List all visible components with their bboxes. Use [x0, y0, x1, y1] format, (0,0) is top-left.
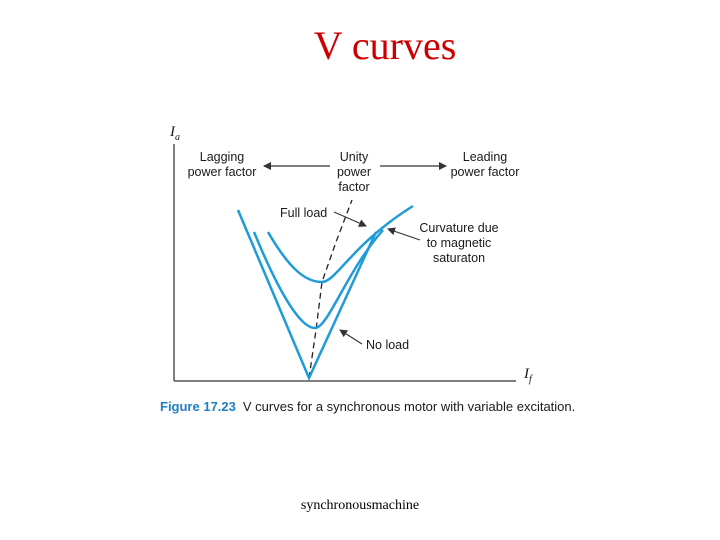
full-load-label: Full load	[280, 206, 327, 220]
caption-number: Figure 17.23	[160, 399, 236, 414]
curvature-label-line2: to magnetic	[427, 236, 492, 250]
unity-label-line2: power	[337, 165, 371, 179]
curvature-label-line3: saturaton	[433, 251, 485, 265]
curvature-pointer	[387, 227, 421, 241]
v-curve-full-load	[266, 204, 414, 284]
x-axis-label: If	[523, 366, 533, 385]
caption-text: V curves for a synchronous motor with va…	[243, 399, 575, 414]
no-load-label: No load	[366, 338, 409, 352]
slide-title: V curves	[313, 23, 457, 68]
unity-pf-locus	[308, 199, 353, 379]
no-load-pointer	[339, 329, 363, 345]
v-curve-no-load	[236, 209, 378, 382]
full-load-pointer	[333, 211, 367, 227]
y-axis-label: Ia	[169, 124, 180, 143]
leading-label-line1: Leading	[463, 150, 508, 164]
slide-footer: synchronousmachine	[300, 498, 420, 513]
unity-label-line1: Unity	[340, 150, 369, 164]
figure-caption: Figure 17.23 V curves for a synchronous m…	[160, 399, 575, 414]
lagging-label-line1: Lagging	[200, 150, 245, 164]
curvature-label-line1: Curvature due	[419, 221, 498, 235]
leading-label-line2: power factor	[451, 165, 520, 179]
v-curve-mid-load	[252, 229, 384, 330]
unity-label-line3: factor	[338, 180, 369, 194]
lagging-label-line2: power factor	[188, 165, 257, 179]
